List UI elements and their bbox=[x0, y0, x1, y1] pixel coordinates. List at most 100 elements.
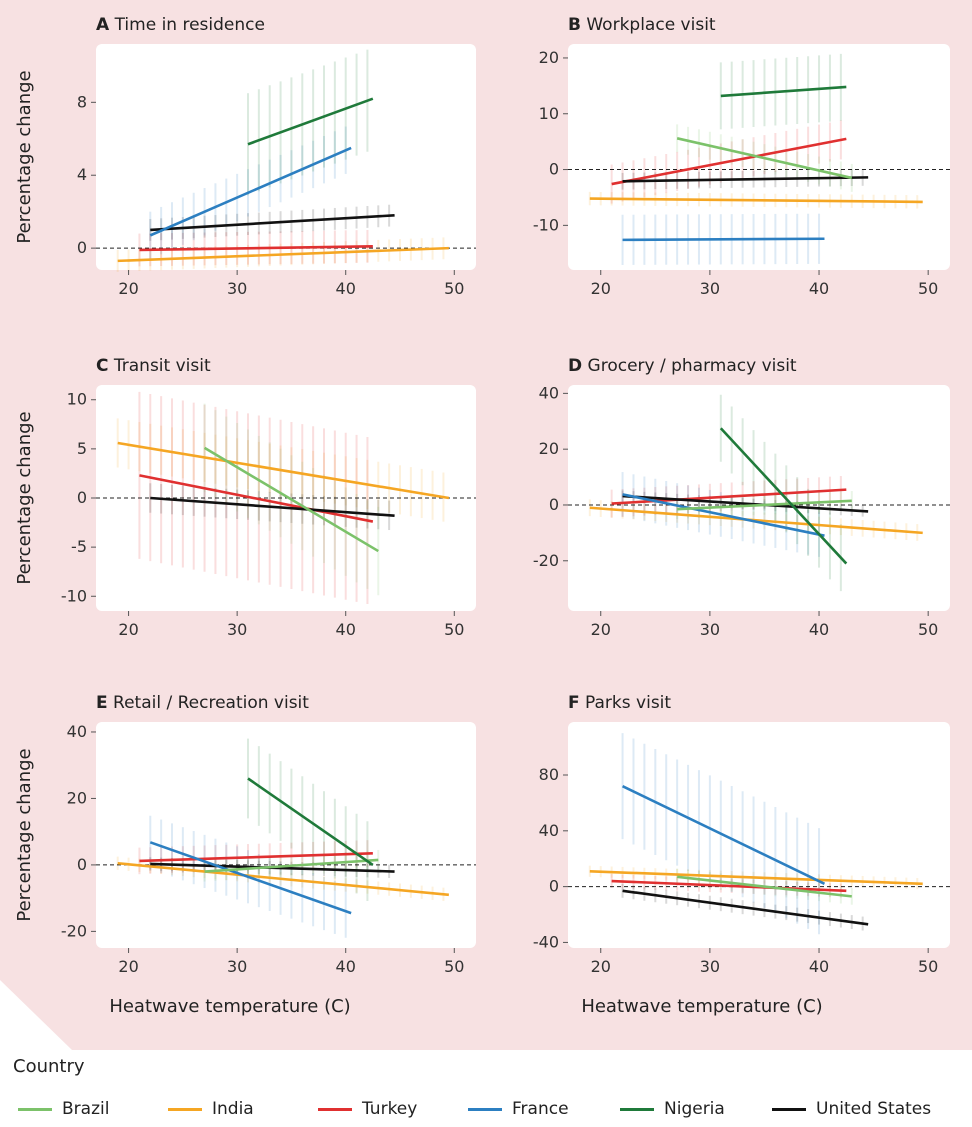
plot-area bbox=[568, 385, 950, 611]
series-line-brazil bbox=[204, 858, 379, 873]
x-tick-label: 40 bbox=[336, 279, 356, 298]
series-line-united-states bbox=[150, 496, 395, 517]
x-tick-label: 20 bbox=[118, 620, 138, 639]
series-line-turkey bbox=[611, 879, 847, 893]
x-tick-label: 40 bbox=[809, 620, 829, 639]
series-line-india bbox=[117, 441, 450, 500]
x-tick-label: 40 bbox=[809, 957, 829, 976]
y-axis-label: Percentage change bbox=[14, 411, 35, 584]
series-line-turkey bbox=[139, 851, 373, 863]
y-tick-label: 4 bbox=[77, 165, 87, 184]
series-line-india bbox=[589, 197, 923, 204]
y-tick-label: 10 bbox=[67, 390, 87, 409]
legend: Country Brazil India Turkey France Niger… bbox=[0, 1050, 972, 1127]
legend-label: Nigeria bbox=[664, 1099, 725, 1119]
series-line-france bbox=[149, 841, 352, 915]
x-tick-label: 20 bbox=[591, 620, 611, 639]
legend-swatch-turkey bbox=[318, 1107, 352, 1111]
x-tick-label: 30 bbox=[227, 279, 247, 298]
y-axis-label: Percentage change bbox=[14, 70, 35, 243]
y-tick-label: 40 bbox=[539, 821, 559, 840]
y-tick-label: 10 bbox=[539, 104, 559, 123]
x-tick-label: 30 bbox=[227, 957, 247, 976]
x-tick-label: 30 bbox=[700, 957, 720, 976]
y-tick-label: 80 bbox=[539, 765, 559, 784]
series-line-turkey bbox=[139, 474, 374, 523]
panel-e: E Retail / Recreation visit 20 30 40 50 40 20 0… bbox=[14, 693, 476, 1017]
x-tick-label: 50 bbox=[918, 279, 938, 298]
series-line-india bbox=[117, 861, 449, 897]
plot-area bbox=[96, 44, 476, 270]
panel-title-text: Parks visit bbox=[580, 693, 672, 713]
panel-letter: D bbox=[568, 356, 582, 376]
panel-letter: A bbox=[96, 15, 110, 35]
panel-title: A Time in residence bbox=[96, 15, 265, 35]
panel-b: B Workplace visit 20 30 40 50 20 10 0 -10 bbox=[533, 15, 950, 298]
panel-title: D Grocery / pharmacy visit bbox=[568, 356, 797, 376]
x-tick-label: 20 bbox=[118, 957, 138, 976]
series-line-nigeria bbox=[719, 427, 848, 565]
legend-swatch-india bbox=[168, 1107, 202, 1111]
legend-swatch-united-states bbox=[772, 1107, 806, 1111]
panel-f: F Parks visit 20 30 40 50 80 40 0 -40 Heatwave te… bbox=[533, 693, 950, 1017]
x-tick-label: 40 bbox=[336, 957, 356, 976]
panel-d: D Grocery / pharmacy visit 20 30 40 50 40 20 0 -… bbox=[533, 356, 950, 639]
legend-title: Country bbox=[13, 1056, 85, 1077]
y-tick-label: 20 bbox=[539, 48, 559, 67]
x-tick-label: 40 bbox=[336, 620, 356, 639]
plot-area bbox=[568, 722, 950, 948]
legend-label: India bbox=[212, 1099, 254, 1119]
x-tick-label: 40 bbox=[809, 279, 829, 298]
x-tick-label: 30 bbox=[700, 279, 720, 298]
panel-letter: E bbox=[96, 693, 108, 713]
y-tick-label: 0 bbox=[77, 238, 87, 257]
panel-letter: C bbox=[96, 356, 108, 376]
panel-title-text: Grocery / pharmacy visit bbox=[582, 356, 797, 376]
legend-label: Brazil bbox=[62, 1099, 110, 1119]
y-tick-label: 20 bbox=[67, 788, 87, 807]
y-tick-label: -10 bbox=[61, 586, 87, 605]
legend-swatch-brazil bbox=[18, 1107, 52, 1111]
y-tick-label: 0 bbox=[549, 160, 559, 179]
y-tick-label: -20 bbox=[533, 551, 559, 570]
plot-area bbox=[96, 722, 476, 948]
series-line-united-states bbox=[622, 889, 869, 926]
panel-title-text: Retail / Recreation visit bbox=[108, 693, 310, 713]
series-line-nigeria bbox=[247, 777, 374, 866]
series-line-nigeria bbox=[247, 97, 374, 146]
legend-swatch-france bbox=[468, 1107, 502, 1111]
y-tick-label: -40 bbox=[533, 932, 559, 951]
legend-swatch-nigeria bbox=[620, 1107, 654, 1111]
series-line-india bbox=[589, 869, 923, 886]
series-line-turkey bbox=[139, 245, 373, 252]
panel-letter: F bbox=[568, 693, 580, 713]
y-tick-label: 0 bbox=[549, 877, 559, 896]
series-line-turkey bbox=[611, 137, 847, 186]
x-axis-label: Heatwave temperature (C) bbox=[109, 996, 350, 1017]
x-tick-label: 20 bbox=[118, 279, 138, 298]
series-line-nigeria bbox=[720, 85, 847, 98]
panel-a: A Time in residence 20 30 40 50 0 4 8 Percentage… bbox=[14, 15, 476, 298]
legend-label: United States bbox=[816, 1099, 932, 1119]
legend-item-brazil: Brazil bbox=[18, 1097, 109, 1121]
y-tick-label: 0 bbox=[77, 855, 87, 874]
legend-item-turkey: Turkey bbox=[318, 1097, 417, 1121]
x-tick-label: 50 bbox=[918, 620, 938, 639]
x-tick-label: 50 bbox=[444, 620, 464, 639]
series-line-france bbox=[622, 493, 825, 537]
y-axis-label: Percentage change bbox=[14, 748, 35, 921]
y-tick-label: 20 bbox=[539, 439, 559, 458]
legend-item-india: India bbox=[168, 1097, 254, 1121]
legend-label: France bbox=[512, 1099, 569, 1119]
y-tick-label: 40 bbox=[67, 722, 87, 741]
x-tick-label: 50 bbox=[918, 957, 938, 976]
series-line-france bbox=[622, 785, 826, 885]
series-line-united-states bbox=[150, 214, 395, 232]
series-line-brazil bbox=[677, 499, 852, 511]
series-line-france bbox=[622, 237, 825, 242]
legend-item-united-states: United States bbox=[772, 1097, 931, 1121]
y-tick-label: -10 bbox=[533, 215, 559, 234]
